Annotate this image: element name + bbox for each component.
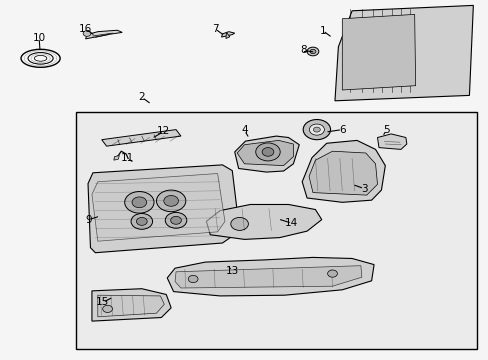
- Text: 3: 3: [360, 184, 367, 194]
- Circle shape: [156, 190, 185, 212]
- Circle shape: [163, 195, 178, 206]
- Polygon shape: [225, 32, 229, 39]
- Circle shape: [306, 47, 318, 56]
- Polygon shape: [167, 257, 373, 296]
- Text: 14: 14: [285, 218, 298, 228]
- Circle shape: [131, 213, 152, 229]
- Circle shape: [309, 124, 324, 135]
- Circle shape: [255, 143, 280, 161]
- Circle shape: [230, 217, 248, 230]
- Text: 15: 15: [96, 297, 109, 307]
- Polygon shape: [221, 32, 234, 37]
- Circle shape: [102, 305, 112, 312]
- Circle shape: [262, 148, 273, 156]
- Polygon shape: [92, 174, 224, 241]
- Text: 8: 8: [299, 45, 306, 55]
- Circle shape: [136, 217, 147, 225]
- Text: 12: 12: [157, 126, 170, 136]
- Text: 13: 13: [225, 266, 239, 276]
- Text: 11: 11: [120, 153, 134, 163]
- Circle shape: [309, 49, 315, 54]
- Text: 5: 5: [382, 125, 389, 135]
- Polygon shape: [237, 140, 293, 166]
- Polygon shape: [342, 14, 415, 90]
- Polygon shape: [85, 30, 122, 39]
- Polygon shape: [302, 140, 385, 202]
- Circle shape: [132, 197, 146, 208]
- Circle shape: [165, 212, 186, 228]
- Polygon shape: [92, 289, 171, 321]
- Circle shape: [303, 120, 330, 140]
- Polygon shape: [377, 134, 406, 149]
- Circle shape: [170, 216, 181, 224]
- Polygon shape: [98, 295, 164, 317]
- Polygon shape: [102, 130, 181, 146]
- Polygon shape: [88, 165, 239, 253]
- Text: 16: 16: [79, 24, 92, 34]
- Text: 4: 4: [241, 125, 247, 135]
- Polygon shape: [114, 156, 119, 160]
- Circle shape: [124, 192, 154, 213]
- Polygon shape: [175, 266, 361, 288]
- Text: 2: 2: [138, 92, 145, 102]
- Polygon shape: [334, 5, 472, 101]
- Polygon shape: [234, 136, 299, 172]
- Text: 9: 9: [85, 215, 92, 225]
- Circle shape: [313, 127, 320, 132]
- Text: 7: 7: [211, 24, 218, 34]
- Polygon shape: [308, 151, 377, 195]
- Circle shape: [83, 31, 91, 36]
- Text: 10: 10: [33, 33, 45, 43]
- Polygon shape: [206, 204, 321, 239]
- Circle shape: [188, 275, 198, 283]
- Text: 6: 6: [338, 125, 345, 135]
- Circle shape: [327, 270, 337, 277]
- Bar: [76, 112, 476, 349]
- Text: 1: 1: [319, 26, 325, 36]
